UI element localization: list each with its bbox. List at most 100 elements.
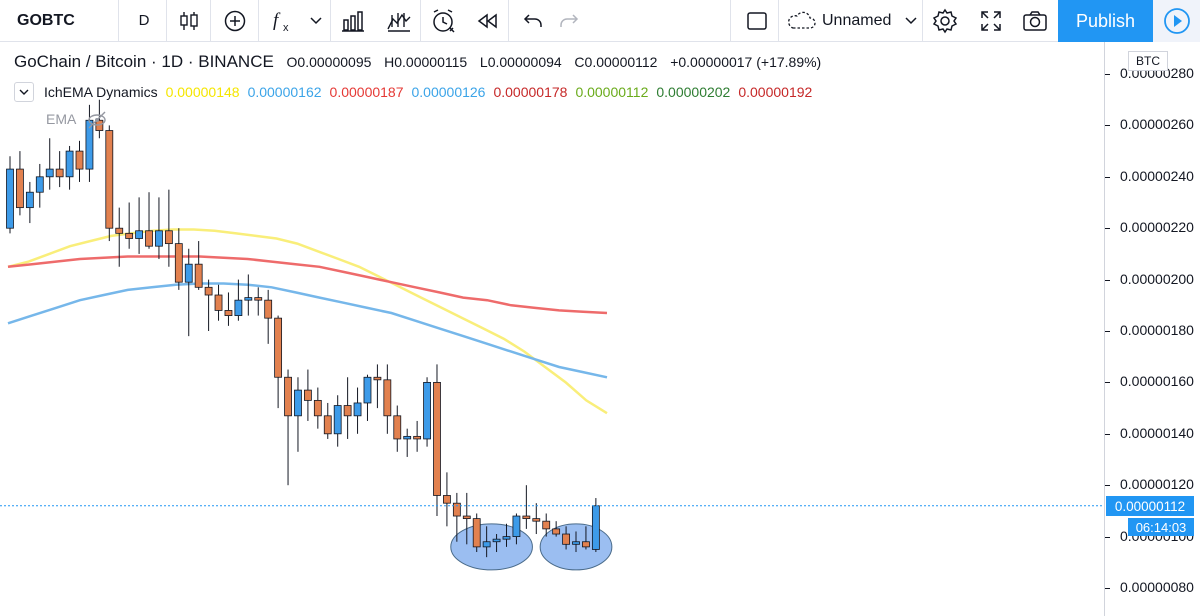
- candle-body: [522, 515, 531, 520]
- candle-body: [16, 168, 24, 209]
- sub-indicator-label[interactable]: EMA: [46, 111, 77, 127]
- axis-tick-label: 0.00000220: [1120, 219, 1194, 236]
- toolbar-divider: [508, 0, 509, 41]
- rectangle-icon[interactable]: [740, 0, 774, 41]
- axis-tick-mark: [1105, 279, 1110, 281]
- indicator-value: 0.00000187: [329, 84, 404, 100]
- replay-icon[interactable]: [382, 0, 416, 41]
- candle-body: [462, 515, 471, 520]
- candle-body: [303, 389, 312, 401]
- templates-icon[interactable]: [336, 0, 370, 41]
- axis-tick-label: 0.00000260: [1120, 116, 1194, 133]
- eye-off-icon[interactable]: [88, 111, 106, 129]
- candle-body: [145, 230, 153, 247]
- candle-body: [264, 299, 273, 319]
- candle-body: [105, 130, 114, 229]
- candle-body: [572, 541, 580, 545]
- toolbar-divider: [118, 0, 119, 41]
- interval-label: D: [138, 12, 150, 29]
- axis-tick-mark: [1105, 228, 1110, 230]
- axis-tick-mark: [1105, 331, 1110, 332]
- candle-body: [6, 168, 14, 229]
- svg-text:f: f: [273, 10, 281, 31]
- rewind-icon[interactable]: [470, 0, 504, 41]
- candle-body: [214, 294, 223, 311]
- axis-tick-label: 0.00000240: [1120, 167, 1194, 184]
- redo-icon[interactable]: [552, 0, 586, 41]
- chart-canvas[interactable]: [0, 42, 1104, 616]
- candle-body: [55, 168, 64, 178]
- axis-tick-mark: [1105, 433, 1110, 435]
- candle-body: [542, 520, 551, 530]
- candle-body: [284, 376, 292, 417]
- candle-body: [582, 541, 590, 548]
- candle-body: [125, 232, 134, 239]
- candle-body: [174, 243, 183, 283]
- candle-body: [373, 376, 382, 381]
- open-value: O0.00000095: [286, 54, 372, 70]
- toolbar-divider: [210, 0, 211, 41]
- indicator-value: 0.00000126: [411, 84, 486, 100]
- chevron-down-icon[interactable]: [304, 0, 328, 41]
- axis-tick-mark: [1105, 125, 1110, 127]
- candle-body: [343, 405, 352, 417]
- close-value: C0.00000112: [574, 54, 658, 70]
- axis-tick-mark: [1105, 74, 1110, 75]
- indicator-value: 0.00000202: [656, 84, 731, 100]
- expand-icon[interactable]: [974, 0, 1008, 41]
- symbol-search-button[interactable]: GOBTC: [0, 0, 118, 41]
- candle-body: [75, 150, 84, 170]
- axis-tick-mark: [1105, 485, 1110, 487]
- candle-body: [562, 533, 570, 545]
- candle-body: [353, 402, 362, 417]
- layout-name-label: Unnamed: [822, 11, 892, 29]
- indicator-name[interactable]: IchEMA Dynamics: [44, 84, 158, 100]
- alert-clock-icon[interactable]: [426, 0, 460, 41]
- candle-body: [472, 518, 481, 548]
- toolbar-divider: [730, 0, 731, 41]
- axis-tick-mark: [1105, 176, 1110, 178]
- indicator-value: 0.00000162: [247, 84, 322, 100]
- candle-body: [313, 399, 322, 417]
- indicator-value: 0.00000192: [738, 84, 813, 100]
- candle-body: [433, 381, 441, 496]
- publish-label: Publish: [1075, 10, 1136, 31]
- collapse-legend-button[interactable]: [14, 82, 34, 102]
- cloud-icon: [786, 11, 816, 31]
- camera-icon[interactable]: [1018, 0, 1052, 41]
- undo-icon[interactable]: [516, 0, 550, 41]
- candle-body: [155, 230, 163, 247]
- indicator-value: 0.00000148: [165, 84, 240, 100]
- high-value: H0.00000115: [384, 54, 468, 70]
- price-chart[interactable]: [0, 42, 1200, 616]
- candle-body: [532, 518, 541, 522]
- gear-icon[interactable]: [928, 0, 962, 41]
- indicator-values: 0.00000148 0.00000162 0.00000187 0.00000126…: [166, 84, 821, 100]
- candle-body: [452, 502, 461, 517]
- axis-tick-mark: [1105, 536, 1110, 538]
- toolbar-divider: [778, 0, 779, 41]
- candle-body: [184, 263, 193, 283]
- candle-body: [393, 415, 402, 440]
- axis-tick-mark: [1105, 382, 1110, 384]
- interval-button[interactable]: D: [124, 0, 164, 41]
- layout-name-button[interactable]: Unnamed: [786, 0, 920, 41]
- publish-button[interactable]: Publish: [1058, 0, 1153, 42]
- indicator-value: 0.00000112: [575, 84, 649, 100]
- add-circle-icon[interactable]: [218, 0, 252, 41]
- last-price-label: 0.00000112: [1106, 496, 1194, 516]
- candles-icon[interactable]: [172, 0, 206, 41]
- ema-line: [7, 228, 608, 415]
- candle-body: [274, 317, 283, 378]
- candle-body: [423, 381, 431, 440]
- candle-body: [591, 505, 600, 550]
- svg-text:x: x: [283, 22, 289, 34]
- indicator-legend: IchEMA Dynamics 0.00000148 0.00000162 0.00…: [14, 82, 820, 102]
- candle-body: [194, 263, 203, 288]
- play-circle-icon[interactable]: [1153, 0, 1200, 42]
- symbol-description[interactable]: GoChain / Bitcoin · 1D · BINANCE: [14, 52, 274, 71]
- toolbar-divider: [420, 0, 421, 41]
- toolbar-divider: [330, 0, 331, 41]
